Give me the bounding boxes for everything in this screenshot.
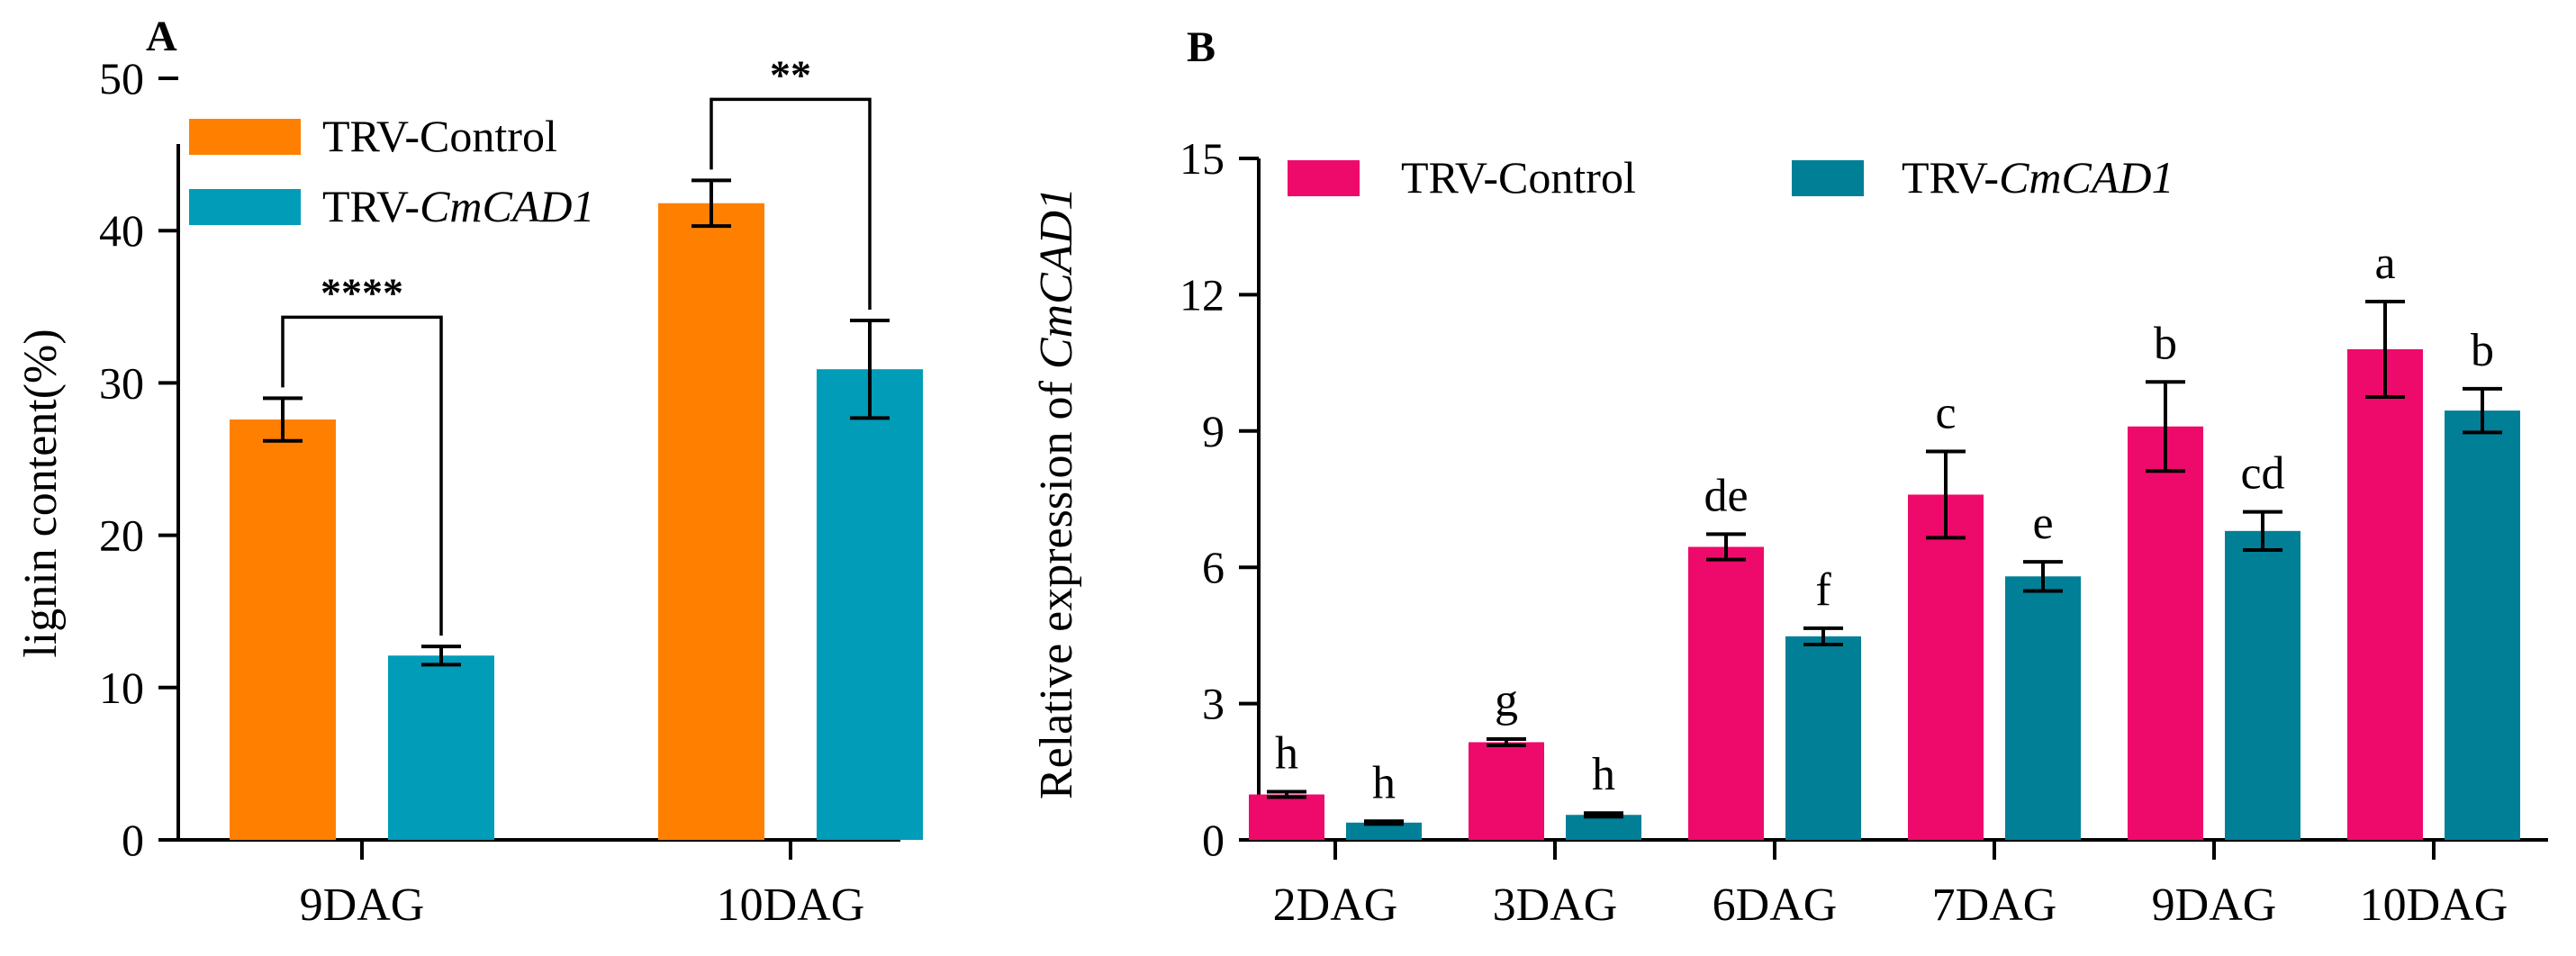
y-tick-label: 15 bbox=[1180, 133, 1225, 184]
y-tick-label: 20 bbox=[99, 510, 144, 561]
bar bbox=[1249, 794, 1324, 840]
y-tick-label: 12 bbox=[1180, 269, 1225, 320]
legend-swatch-trv-cmcad1 bbox=[1792, 160, 1864, 196]
x-tick-label: 10DAG bbox=[717, 879, 865, 931]
panel-a-label: A bbox=[146, 13, 177, 60]
significance-letter: a bbox=[2374, 238, 2395, 289]
significance-letter: cd bbox=[2240, 448, 2284, 500]
panel-b-y-ticks: 0 3 6 9 12 15 bbox=[1180, 133, 1259, 865]
x-tick-label: 2DAG bbox=[1273, 879, 1398, 931]
legend-label-trv-control: TRV-Control bbox=[322, 111, 557, 161]
y-tick-label: 0 bbox=[1202, 815, 1225, 865]
error-bar bbox=[1267, 789, 1306, 799]
bar bbox=[2347, 348, 2423, 841]
error-bar bbox=[1803, 626, 1843, 646]
legend-label-trv-cmcad1: TRV-CmCAD1 bbox=[322, 181, 595, 231]
x-tick-label: 3DAG bbox=[1493, 879, 1618, 931]
y-tick-label: 9 bbox=[1202, 406, 1225, 456]
bar bbox=[1688, 546, 1764, 840]
error-bar bbox=[2365, 299, 2405, 399]
error-bar bbox=[1487, 736, 1526, 748]
error-bar bbox=[691, 178, 731, 229]
bar bbox=[1785, 636, 1861, 840]
significance-letter: h bbox=[1592, 749, 1615, 800]
significance-letter: h bbox=[1372, 757, 1396, 808]
bar bbox=[1346, 822, 1422, 840]
x-tick-label: 9DAG bbox=[2152, 879, 2277, 931]
legend-swatch-trv-control bbox=[1288, 160, 1360, 196]
y-tick-label: 30 bbox=[99, 357, 144, 408]
y-tick-label: 6 bbox=[1202, 542, 1225, 592]
panel-b-legend: TRV-Control TRV-CmCAD1 bbox=[1288, 152, 2174, 203]
panel-b-bars: h h g h de f c e b cd a b bbox=[1249, 238, 2520, 841]
error-bar bbox=[2463, 386, 2502, 435]
significance-letter: e bbox=[2032, 498, 2053, 549]
x-tick-label: 6DAG bbox=[1713, 879, 1838, 931]
panel-a-bars bbox=[230, 178, 923, 840]
error-bar bbox=[850, 319, 890, 420]
bar bbox=[1908, 494, 1984, 840]
legend-swatch-trv-control bbox=[189, 119, 301, 155]
significance-label: ** bbox=[770, 51, 811, 97]
panel-b-y-axis-title: Relative expression of CmCAD1 bbox=[1031, 187, 1082, 799]
bar bbox=[388, 655, 494, 840]
bar bbox=[1566, 815, 1641, 840]
error-bar bbox=[2243, 510, 2282, 553]
error-bar bbox=[2023, 560, 2063, 593]
bar bbox=[1469, 742, 1544, 840]
y-tick-label: 3 bbox=[1202, 679, 1225, 729]
error-bar bbox=[1584, 811, 1623, 819]
x-tick-label: 7DAG bbox=[1932, 879, 2057, 931]
panel-b-x-ticks: 2DAG 3DAG 6DAG 7DAG 9DAG 10DAG bbox=[1273, 840, 2508, 931]
bar bbox=[2128, 426, 2203, 840]
significance-letter: b bbox=[2471, 325, 2494, 376]
x-tick-label: 10DAG bbox=[2360, 879, 2508, 931]
bar bbox=[2225, 530, 2300, 840]
panel-a-y-axis-title: lignin content(%) bbox=[15, 329, 67, 657]
significance-bracket bbox=[281, 315, 443, 636]
bar bbox=[2445, 410, 2520, 840]
y-tick-label: 50 bbox=[99, 53, 144, 104]
significance-letter: de bbox=[1704, 470, 1748, 521]
legend-swatch-trv-cmcad1 bbox=[189, 189, 301, 225]
significance-letter: c bbox=[1935, 388, 1956, 439]
significance-label: **** bbox=[321, 269, 403, 315]
error-bar bbox=[1706, 532, 1746, 562]
significance-bracket bbox=[710, 97, 872, 311]
error-bar bbox=[1364, 819, 1404, 826]
error-bar bbox=[1926, 449, 1966, 540]
y-tick-label: 10 bbox=[99, 663, 144, 713]
significance-letter: g bbox=[1495, 675, 1518, 726]
y-tick-label: 40 bbox=[99, 205, 144, 256]
panel-a-significance: ****** bbox=[281, 51, 872, 636]
bar bbox=[230, 419, 336, 840]
significance-letter: h bbox=[1275, 728, 1298, 780]
panel-b-label: B bbox=[1187, 23, 1216, 71]
bar bbox=[658, 203, 764, 840]
panel-a-legend: TRV-Control TRV-CmCAD1 bbox=[189, 111, 595, 231]
error-bar bbox=[263, 396, 303, 443]
bar bbox=[817, 369, 923, 840]
legend-label-trv-control: TRV-Control bbox=[1401, 152, 1636, 203]
error-bar bbox=[2146, 380, 2185, 473]
panel-a-y-ticks: 0 10 20 30 40 50 bbox=[99, 53, 178, 865]
legend-label-trv-cmcad1: TRV-CmCAD1 bbox=[1902, 152, 2174, 203]
error-bar bbox=[421, 645, 461, 667]
y-tick-label: 0 bbox=[122, 815, 144, 865]
panel-a-x-ticks: 9DAG 10DAG bbox=[300, 840, 865, 931]
significance-letter: b bbox=[2154, 318, 2177, 369]
bar bbox=[2005, 576, 2081, 840]
x-tick-label: 9DAG bbox=[300, 879, 425, 931]
significance-letter: f bbox=[1815, 564, 1831, 616]
